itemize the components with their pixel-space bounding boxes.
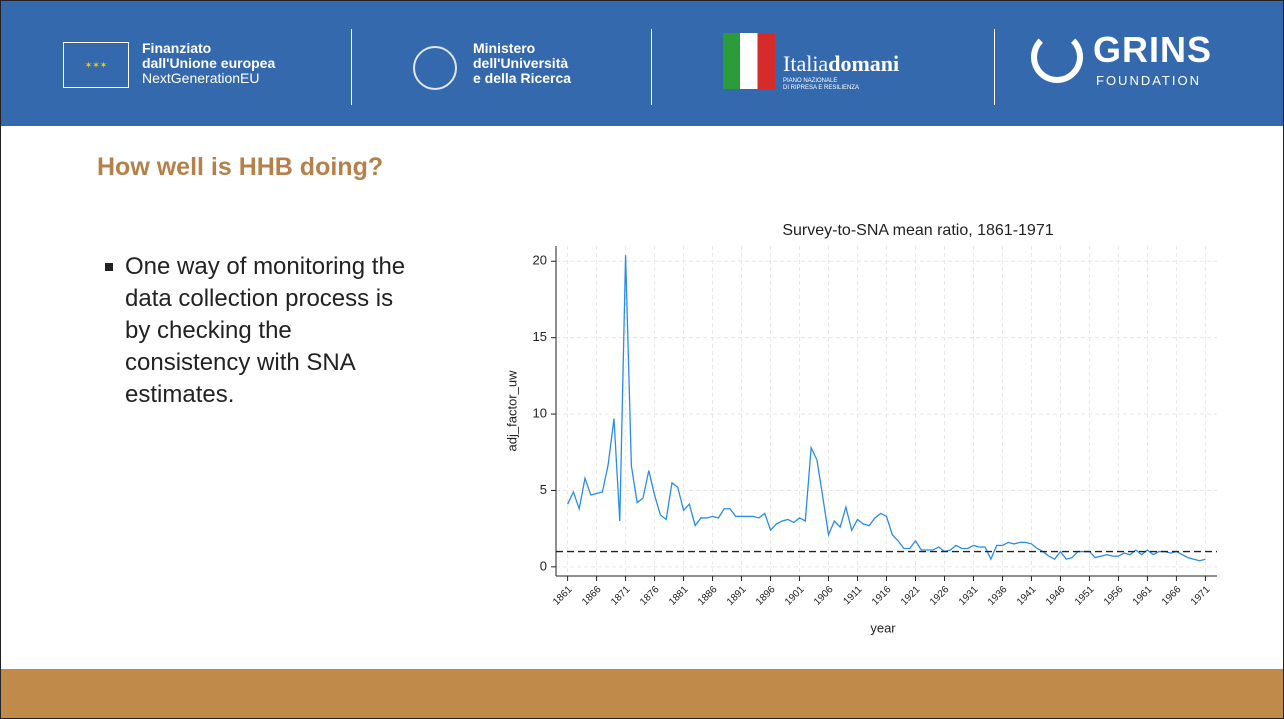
y-tick-label: 10 [533, 405, 547, 420]
brand-bold: domani [828, 51, 900, 76]
x-axis-label: year [870, 620, 896, 635]
data-line [567, 255, 1206, 562]
x-tick-label: 1896 [754, 584, 778, 608]
x-tick-label: 1891 [725, 584, 749, 608]
x-tick-label: 1971 [1189, 584, 1213, 608]
ministry-text: Ministero dell'Università e della Ricerc… [473, 41, 571, 86]
x-tick-label: 1916 [870, 584, 894, 608]
y-tick-label: 20 [533, 253, 547, 268]
italiadomani-name: Italiadomani [783, 51, 899, 77]
footer [1, 669, 1283, 718]
grins-sub: FOUNDATION [1096, 73, 1201, 88]
italiadomani-sub: PIANO NAZIONALE DI RIPRESA E RESILIENZA [783, 78, 859, 92]
brand-light: Italia [783, 51, 829, 76]
ministry-emblem [413, 46, 457, 90]
x-tick-label: 1881 [667, 584, 691, 608]
x-tick-label: 1956 [1102, 584, 1126, 608]
y-tick-label: 0 [540, 558, 547, 573]
ministry-line: e della Ricerca [473, 70, 572, 86]
eu-line: dall'Unione europea [142, 55, 276, 71]
x-tick-label: 1871 [609, 584, 633, 608]
y-axis-label: adj_factor_uw [504, 370, 519, 452]
bullet: One way of monitoring the data collectio… [105, 251, 415, 411]
x-tick-label: 1936 [986, 584, 1010, 608]
x-tick-label: 1906 [812, 584, 836, 608]
eu-flag: ✶✶✶ [63, 42, 129, 88]
x-tick-label: 1941 [1015, 584, 1039, 608]
eu-line: NextGenerationEU [142, 70, 260, 86]
x-tick-label: 1926 [928, 584, 952, 608]
eu-text: Finanziato dall'Unione europea NextGener… [142, 41, 275, 86]
sub-line: PIANO NAZIONALE [783, 78, 838, 84]
eu-line: Finanziato [142, 40, 212, 56]
x-tick-label: 1911 [842, 584, 865, 607]
chart-title: Survey-to-SNA mean ratio, 1861-1971 [782, 222, 1053, 239]
ministry-line: dell'Università [473, 55, 569, 71]
header: ✶✶✶ Finanziato dall'Unione europea NextG… [1, 1, 1283, 126]
x-tick-label: 1951 [1073, 584, 1097, 608]
slide-title: How well is HHB doing? [97, 153, 384, 181]
italiadomani-logo [723, 33, 775, 89]
x-tick-label: 1921 [899, 584, 923, 608]
x-tick-label: 1876 [638, 584, 662, 608]
grins-name: GRINS [1093, 29, 1213, 70]
x-tick-label: 1901 [783, 584, 807, 608]
x-tick-label: 1961 [1131, 584, 1155, 608]
x-tick-label: 1866 [580, 584, 604, 608]
ministry-line: Ministero [473, 40, 536, 56]
x-tick-label: 1861 [551, 584, 575, 608]
x-tick-label: 1966 [1160, 584, 1184, 608]
y-tick-label: 5 [540, 482, 547, 497]
x-tick-label: 1946 [1044, 584, 1068, 608]
x-tick-label: 1886 [696, 584, 720, 608]
y-tick-label: 15 [533, 329, 547, 344]
sub-line: DI RIPRESA E RESILIENZA [783, 85, 860, 91]
x-tick-label: 1931 [957, 584, 981, 608]
grins-logo [1031, 31, 1083, 83]
